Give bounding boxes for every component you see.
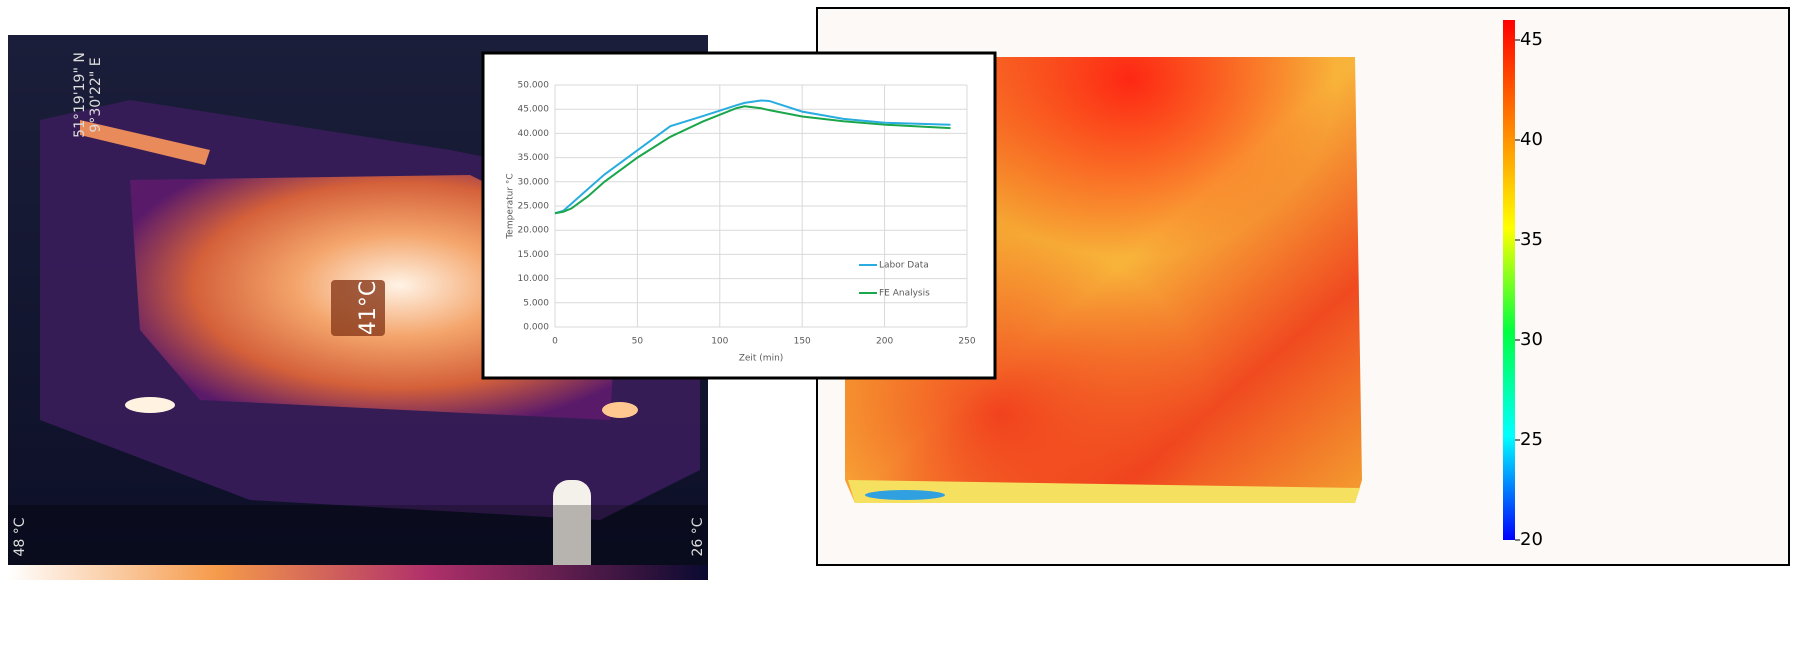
y-tick-label: 0.000 <box>523 323 549 333</box>
x-tick-label: 250 <box>958 337 975 347</box>
inset-chart <box>483 53 995 378</box>
x-tick-label: 50 <box>632 337 644 347</box>
x-axis-label: Zeit (min) <box>739 354 784 364</box>
y-tick-label: 50.000 <box>518 81 550 91</box>
y-tick-label: 40.000 <box>518 129 550 139</box>
y-axis-label: Temperatur °C <box>506 173 516 239</box>
colorbar-tick-label: 45 <box>1520 29 1543 50</box>
colorbar-tick-label: 30 <box>1520 329 1543 350</box>
x-tick-label: 150 <box>794 337 811 347</box>
colorbar-tick-label: 20 <box>1520 529 1543 550</box>
colorbar-tick-label: 40 <box>1520 129 1543 150</box>
x-tick-label: 100 <box>711 337 728 347</box>
legend-label: FE Analysis <box>879 289 930 299</box>
y-tick-label: 20.000 <box>518 226 550 236</box>
y-tick-label: 15.000 <box>518 250 550 260</box>
page: {"thermal_image": {"coordinates": ["51°1… <box>0 0 1793 663</box>
colorbar <box>1503 20 1515 540</box>
scale-max: 48 °C <box>12 517 28 556</box>
colorbar-tick-label: 35 <box>1520 229 1543 250</box>
figure: 51°19'19" N 9°30'22" E 41°C 48 °C 26 °C … <box>0 0 1793 663</box>
colorbar-tick-label: 25 <box>1520 429 1543 450</box>
y-tick-label: 45.000 <box>518 105 550 115</box>
spot-reading: 41°C <box>356 281 381 335</box>
coordinate-label: 51°19'19" N <box>72 52 88 138</box>
y-tick-label: 10.000 <box>518 274 550 284</box>
x-tick-label: 200 <box>876 337 893 347</box>
legend-label: Labor Data <box>879 261 929 271</box>
y-tick-label: 35.000 <box>518 153 550 163</box>
y-tick-label: 5.000 <box>523 298 549 308</box>
x-tick-label: 0 <box>552 337 558 347</box>
scale-min: 26 °C <box>690 517 706 556</box>
y-tick-label: 25.000 <box>518 202 550 212</box>
coordinate-label: 9°30'22" E <box>88 57 104 132</box>
y-tick-label: 30.000 <box>518 177 550 187</box>
